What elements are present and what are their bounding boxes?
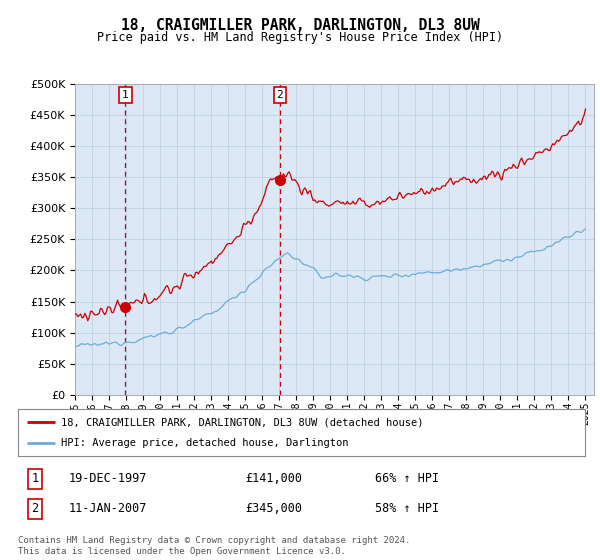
Text: 2: 2: [31, 502, 38, 515]
Text: 11-JAN-2007: 11-JAN-2007: [69, 502, 148, 515]
Text: 19-DEC-1997: 19-DEC-1997: [69, 473, 148, 486]
Text: Contains HM Land Registry data © Crown copyright and database right 2024.
This d: Contains HM Land Registry data © Crown c…: [18, 536, 410, 556]
Text: 18, CRAIGMILLER PARK, DARLINGTON, DL3 8UW (detached house): 18, CRAIGMILLER PARK, DARLINGTON, DL3 8U…: [61, 417, 423, 427]
Bar: [125, 84, 280, 395]
Text: £141,000: £141,000: [245, 473, 302, 486]
Text: 18, CRAIGMILLER PARK, DARLINGTON, DL3 8UW: 18, CRAIGMILLER PARK, DARLINGTON, DL3 8U…: [121, 18, 479, 33]
Text: 66% ↑ HPI: 66% ↑ HPI: [375, 473, 439, 486]
Text: HPI: Average price, detached house, Darlington: HPI: Average price, detached house, Darl…: [61, 438, 348, 448]
Text: Price paid vs. HM Land Registry's House Price Index (HPI): Price paid vs. HM Land Registry's House …: [97, 31, 503, 44]
Text: 58% ↑ HPI: 58% ↑ HPI: [375, 502, 439, 515]
Text: 1: 1: [31, 473, 38, 486]
Text: £345,000: £345,000: [245, 502, 302, 515]
Text: 2: 2: [277, 90, 283, 100]
Text: 1: 1: [122, 90, 129, 100]
